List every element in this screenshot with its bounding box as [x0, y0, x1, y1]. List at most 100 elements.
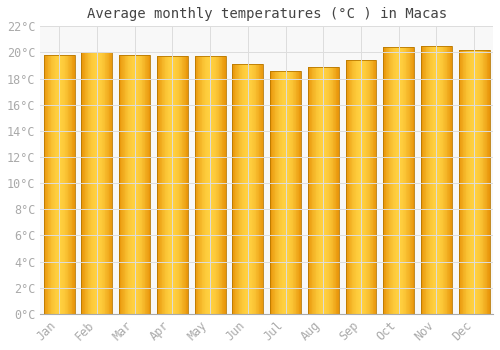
Bar — [182, 56, 183, 314]
Bar — [82, 52, 112, 314]
Bar — [476, 50, 478, 314]
Bar — [171, 56, 172, 314]
Bar — [159, 56, 160, 314]
Bar — [255, 64, 256, 314]
Bar — [49, 55, 50, 314]
Bar — [87, 52, 88, 314]
Bar — [321, 67, 322, 314]
Bar — [261, 64, 262, 314]
Bar — [258, 64, 260, 314]
Bar — [482, 50, 484, 314]
Bar — [48, 55, 49, 314]
Bar — [472, 50, 474, 314]
Bar — [162, 56, 163, 314]
Bar — [174, 56, 176, 314]
Bar — [397, 47, 398, 314]
Bar — [262, 64, 264, 314]
Bar — [73, 55, 74, 314]
Bar — [361, 60, 362, 314]
Bar — [388, 47, 390, 314]
Bar — [384, 47, 414, 314]
Bar — [59, 55, 60, 314]
Bar — [409, 47, 410, 314]
Bar — [434, 46, 435, 314]
Bar — [322, 67, 324, 314]
Bar — [481, 50, 482, 314]
Bar — [285, 71, 286, 314]
Bar — [486, 50, 488, 314]
Bar — [395, 47, 396, 314]
Bar — [356, 60, 357, 314]
Bar — [450, 46, 451, 314]
Bar — [144, 55, 146, 314]
Bar — [160, 56, 161, 314]
Bar — [183, 56, 184, 314]
Bar — [445, 46, 446, 314]
Bar — [220, 56, 221, 314]
Bar — [66, 55, 67, 314]
Bar — [62, 55, 63, 314]
Bar — [276, 71, 277, 314]
Bar — [222, 56, 223, 314]
Bar — [480, 50, 481, 314]
Bar — [470, 50, 471, 314]
Bar — [126, 55, 127, 314]
Bar — [134, 55, 136, 314]
Bar — [111, 52, 112, 314]
Bar — [449, 46, 450, 314]
Bar — [142, 55, 143, 314]
Bar — [426, 46, 427, 314]
Bar — [337, 67, 338, 314]
Bar — [469, 50, 470, 314]
Bar — [141, 55, 142, 314]
Bar — [84, 52, 86, 314]
Bar — [271, 71, 272, 314]
Bar — [441, 46, 442, 314]
Bar — [282, 71, 283, 314]
Bar — [485, 50, 486, 314]
Bar — [294, 71, 295, 314]
Bar — [428, 46, 430, 314]
Bar — [256, 64, 257, 314]
Bar — [292, 71, 294, 314]
Bar — [390, 47, 391, 314]
Bar — [328, 67, 330, 314]
Bar — [99, 52, 100, 314]
Bar — [461, 50, 462, 314]
Bar — [278, 71, 280, 314]
Bar — [317, 67, 318, 314]
Bar — [357, 60, 358, 314]
Bar — [374, 60, 375, 314]
Bar — [272, 71, 273, 314]
Bar — [442, 46, 444, 314]
Bar — [216, 56, 217, 314]
Bar — [411, 47, 412, 314]
Bar — [354, 60, 355, 314]
Bar — [436, 46, 437, 314]
Bar — [280, 71, 281, 314]
Bar — [284, 71, 285, 314]
Bar — [270, 71, 301, 314]
Bar — [300, 71, 301, 314]
Bar — [351, 60, 352, 314]
Bar — [444, 46, 445, 314]
Bar — [103, 52, 104, 314]
Bar — [100, 52, 101, 314]
Bar — [283, 71, 284, 314]
Bar — [46, 55, 47, 314]
Bar — [202, 56, 203, 314]
Bar — [372, 60, 374, 314]
Bar — [297, 71, 298, 314]
Bar — [206, 56, 207, 314]
Bar — [368, 60, 370, 314]
Bar — [424, 46, 425, 314]
Bar — [375, 60, 376, 314]
Bar — [246, 64, 247, 314]
Bar — [132, 55, 133, 314]
Bar — [384, 47, 385, 314]
Bar — [122, 55, 123, 314]
Bar — [124, 55, 126, 314]
Bar — [72, 55, 73, 314]
Bar — [213, 56, 214, 314]
Bar — [71, 55, 72, 314]
